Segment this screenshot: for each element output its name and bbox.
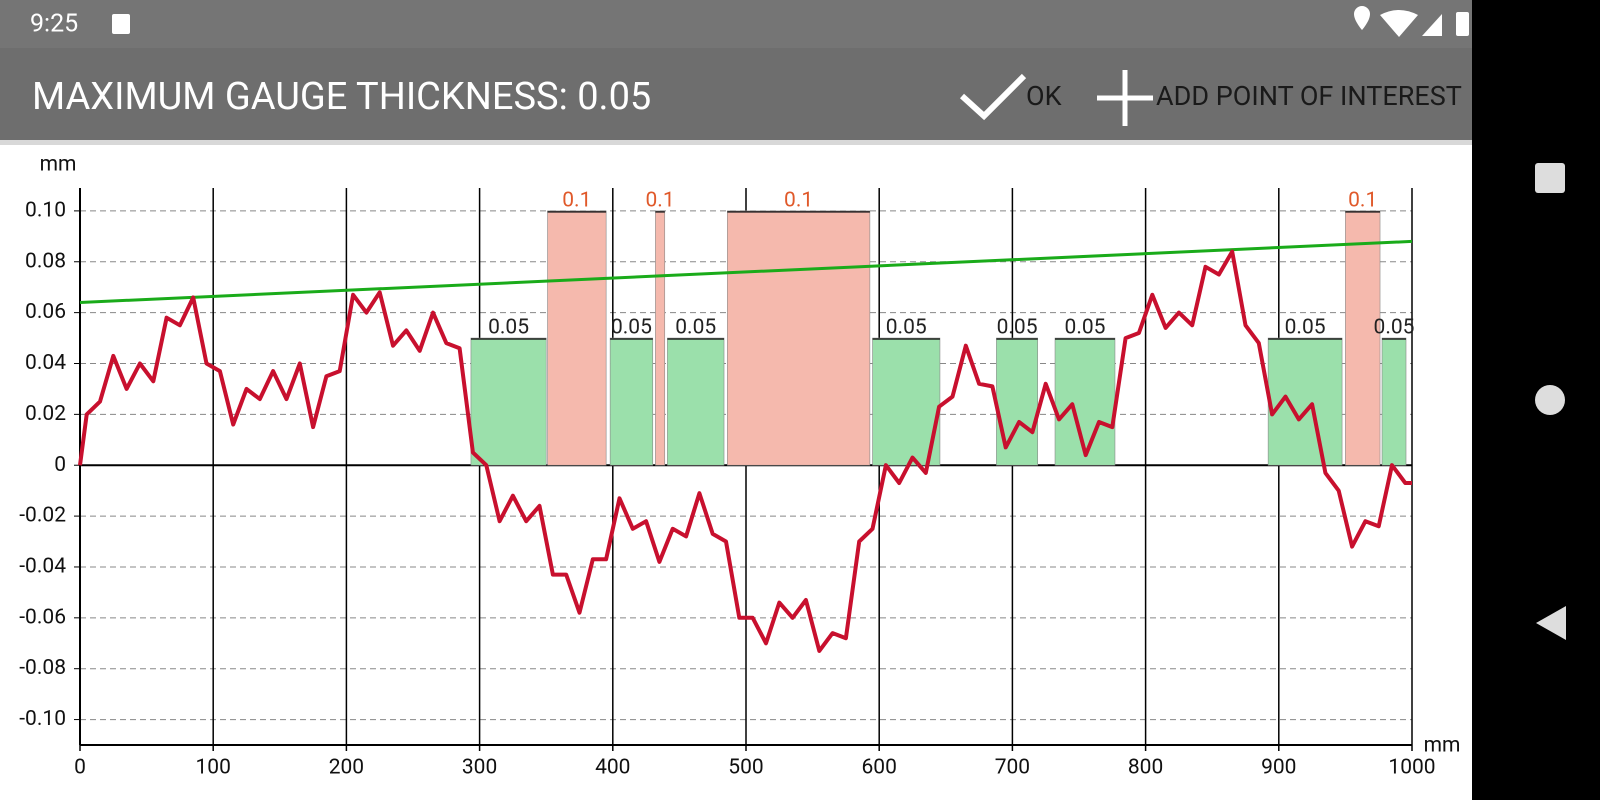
x-tick-label: 0 — [74, 756, 86, 780]
x-tick-label: 300 — [462, 756, 497, 780]
check-icon — [959, 73, 1027, 121]
y-tick-label: 0.04 — [25, 351, 66, 375]
notification-icon — [112, 14, 130, 34]
x-tick-label: 700 — [995, 756, 1030, 780]
x-tick-label: 800 — [1128, 756, 1163, 780]
location-icon — [1354, 6, 1370, 30]
gauge-block — [1345, 210, 1381, 466]
gauge-block — [1054, 337, 1116, 466]
gauge-label: 0.05 — [1374, 316, 1415, 340]
status-time: 9:25 — [30, 10, 78, 39]
gauge-label: 0.1 — [1348, 188, 1377, 212]
gauge-block — [470, 337, 547, 466]
y-tick-label: -0.06 — [19, 605, 66, 629]
x-tick-label: 200 — [329, 756, 364, 780]
x-tick-label: 100 — [195, 756, 230, 780]
gauge-label: 0.05 — [886, 316, 927, 340]
reference-line — [79, 239, 1413, 304]
ok-button[interactable]: OK — [959, 73, 1062, 121]
x-tick-label: 600 — [861, 756, 896, 780]
gauge-block — [667, 337, 725, 466]
toolbar-title: MAXIMUM GAUGE THICKNESS: 0.05 — [32, 75, 651, 119]
add-poi-button[interactable]: ADD POINT OF INTEREST — [1097, 70, 1462, 126]
y-tick-label: -0.04 — [19, 555, 66, 579]
profile-line — [78, 249, 1412, 653]
y-tick-label: 0.06 — [25, 300, 66, 324]
gauge-label: 0.05 — [488, 316, 529, 340]
gauge-block — [727, 210, 871, 466]
gauge-block — [996, 337, 1039, 466]
y-tick-label: -0.10 — [19, 707, 66, 731]
gauge-label: 0.05 — [1065, 316, 1106, 340]
wifi-icon — [1380, 10, 1418, 37]
gauge-block — [609, 337, 654, 466]
y-tick-label: -0.02 — [19, 504, 66, 528]
status-bar — [0, 0, 1472, 48]
signal-icon — [1422, 14, 1442, 36]
gauge-label: 0.05 — [675, 316, 716, 340]
gauge-label: 0.1 — [646, 188, 675, 212]
ok-label: OK — [1026, 80, 1062, 112]
x-tick-label: 400 — [595, 756, 630, 780]
x-tick-label: 900 — [1261, 756, 1296, 780]
y-tick-label: 0 — [54, 453, 66, 477]
toolbar — [0, 48, 1472, 140]
gauge-label: 0.05 — [611, 316, 652, 340]
gauge-block — [872, 337, 941, 466]
gauge-label: 0.05 — [997, 316, 1038, 340]
y-axis-label: mm — [40, 153, 77, 177]
gauge-block — [1381, 337, 1407, 466]
y-tick-label: -0.08 — [19, 656, 66, 680]
gauge-block — [547, 210, 607, 466]
recents-button[interactable] — [1535, 163, 1565, 193]
gauge-block — [655, 210, 666, 466]
plus-icon — [1097, 70, 1153, 126]
back-button[interactable] — [1536, 606, 1566, 640]
chart: mmmm0.100.080.060.040.020-0.02-0.04-0.06… — [19, 153, 1460, 780]
add-poi-label: ADD POINT OF INTEREST — [1156, 80, 1462, 112]
y-tick-label: 0.10 — [25, 198, 66, 222]
gauge-label: 0.1 — [784, 188, 813, 212]
battery-icon — [1456, 12, 1469, 36]
toolbar-shadow — [0, 140, 1472, 145]
home-button[interactable] — [1535, 385, 1565, 415]
gauge-label: 0.05 — [1285, 316, 1326, 340]
y-tick-label: 0.02 — [25, 402, 66, 426]
gauge-label: 0.1 — [562, 188, 591, 212]
x-axis-label: mm — [1424, 734, 1461, 758]
x-tick-label: 1000 — [1388, 756, 1435, 780]
y-tick-label: 0.08 — [25, 249, 66, 273]
x-tick-label: 500 — [728, 756, 763, 780]
